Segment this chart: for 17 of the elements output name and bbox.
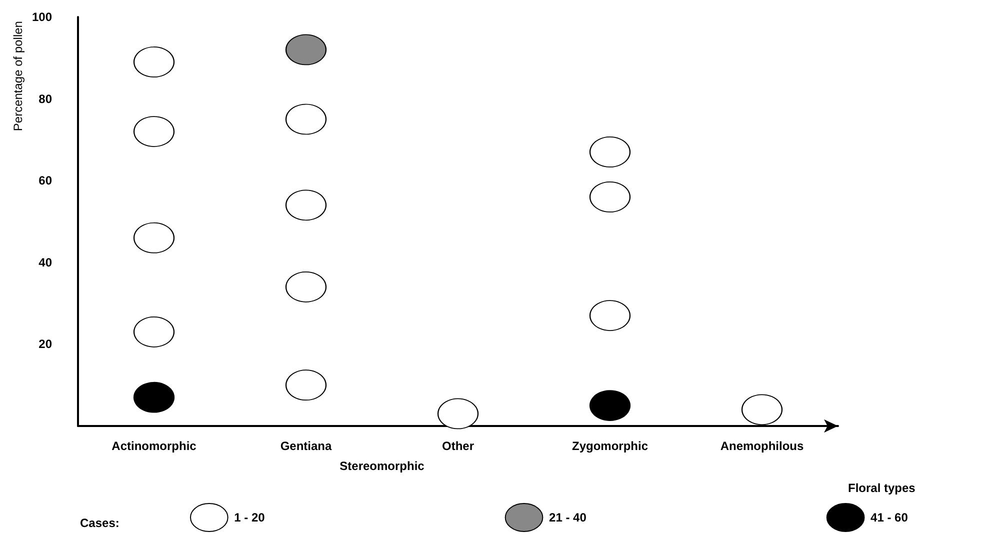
- y-tick-label: 60: [38, 174, 52, 188]
- x-tick-label: Actinomorphic: [112, 439, 197, 453]
- text: Stereomorphic: [340, 459, 425, 473]
- legend-label: 21 - 40: [549, 510, 587, 524]
- y-tick-label: 80: [38, 92, 52, 106]
- x-tick-label: Other: [442, 439, 474, 453]
- y-tick-label: 20: [38, 337, 52, 352]
- legend-label: 41 - 60: [870, 510, 908, 524]
- x-tick-label: Anemophilous: [720, 439, 804, 453]
- y-tick-label: 100: [32, 10, 52, 24]
- x-tick-label: Gentiana: [280, 439, 332, 453]
- x-axis-title: Floral types: [848, 481, 916, 495]
- y-axis-title: Percentage of pollen: [11, 21, 25, 132]
- x-tick-label: Zygomorphic: [572, 439, 648, 453]
- legend-title: Cases:: [80, 516, 120, 530]
- legend-label: 1 - 20: [234, 510, 266, 524]
- y-tick-label: 40: [38, 255, 52, 270]
